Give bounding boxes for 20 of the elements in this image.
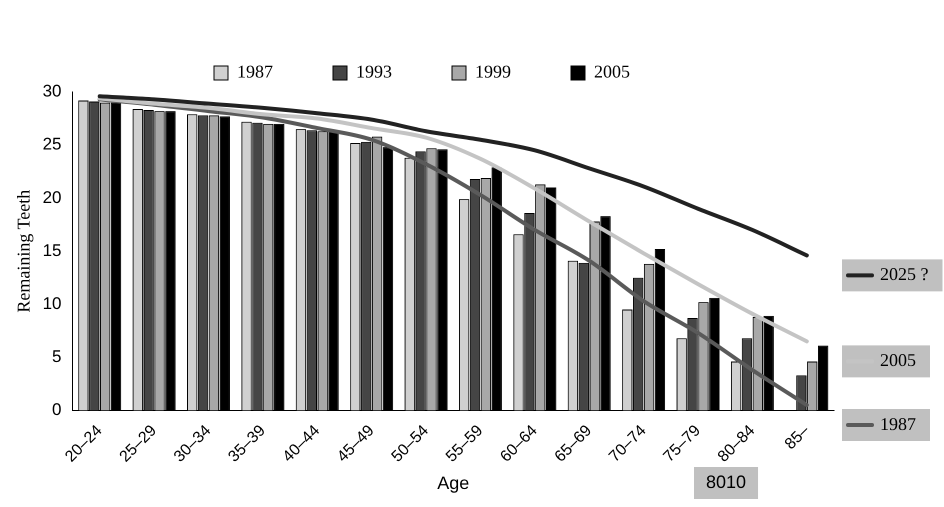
legend-label: 2005	[594, 62, 630, 82]
text: 2005	[880, 350, 916, 370]
y-tick-label: 15	[42, 240, 62, 260]
y-tick-label: 10	[42, 294, 62, 313]
legend-label: 1987	[237, 62, 273, 82]
legend-label: 1987	[880, 414, 916, 434]
text: 8010	[706, 472, 746, 492]
legend-label: 1999	[475, 62, 511, 82]
y-tick-label: 30	[42, 82, 62, 101]
y-tick-label: 5	[52, 346, 62, 366]
y-axis-title: Remaining Teeth	[14, 190, 34, 313]
line-series	[98, 96, 809, 344]
y-tick-label: 0	[52, 400, 62, 420]
legend-label: 2025 ?	[880, 264, 928, 284]
line-series	[98, 94, 809, 258]
y-tick-label: 20	[42, 188, 62, 207]
x-axis-title: Age	[437, 473, 470, 494]
y-tick-label: 25	[42, 134, 62, 154]
x-tick-label: 85–	[782, 422, 813, 453]
legend-label: 1993	[356, 62, 392, 82]
